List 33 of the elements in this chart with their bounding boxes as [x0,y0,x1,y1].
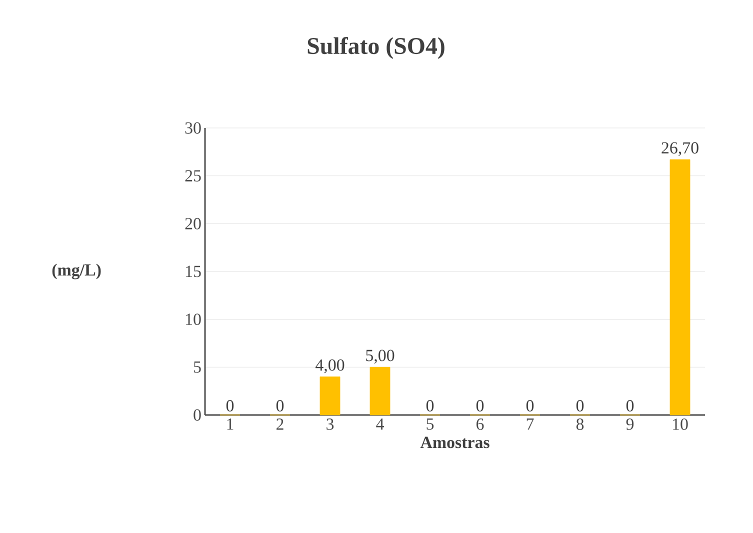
y-tick-label: 5 [194,362,201,373]
data-label: 0 [626,400,634,412]
data-label: 0 [526,400,534,412]
data-label: 0 [576,400,584,412]
data-label: 5,00 [366,350,394,364]
y-tick-label: 30 [185,122,201,134]
x-tick-label: 6 [476,418,484,430]
y-tick-label: 20 [185,218,201,230]
x-tick-label: 2 [276,418,284,430]
x-tick-label: 4 [376,418,384,430]
y-tick-label: 0 [194,409,201,421]
data-label: 26,70 [662,142,698,156]
y-tick-label: 15 [186,266,201,278]
x-axis-title: Amostras [420,436,490,448]
data-label: 0 [426,400,434,412]
x-tick-label: 10 [673,418,688,430]
x-tick-label: 1 [227,418,234,430]
data-label: 0 [226,400,234,412]
x-tick-label: 9 [626,418,634,430]
chart-title: Sulfato (SO4) [308,37,444,59]
x-tick-label: 3 [326,418,334,430]
x-tick-label: 8 [576,418,584,430]
data-label: 0 [276,400,284,412]
bar [370,366,390,416]
bar [320,376,340,416]
data-label: 4,00 [316,359,344,374]
x-tick-label: 5 [426,418,434,430]
bar [670,159,690,416]
y-tick-label: 10 [186,314,201,326]
data-label: 0 [476,400,484,412]
x-tick-label: 7 [526,418,534,430]
y-tick-label: 25 [185,170,201,182]
y-axis-title: (mg/L) [52,264,101,280]
